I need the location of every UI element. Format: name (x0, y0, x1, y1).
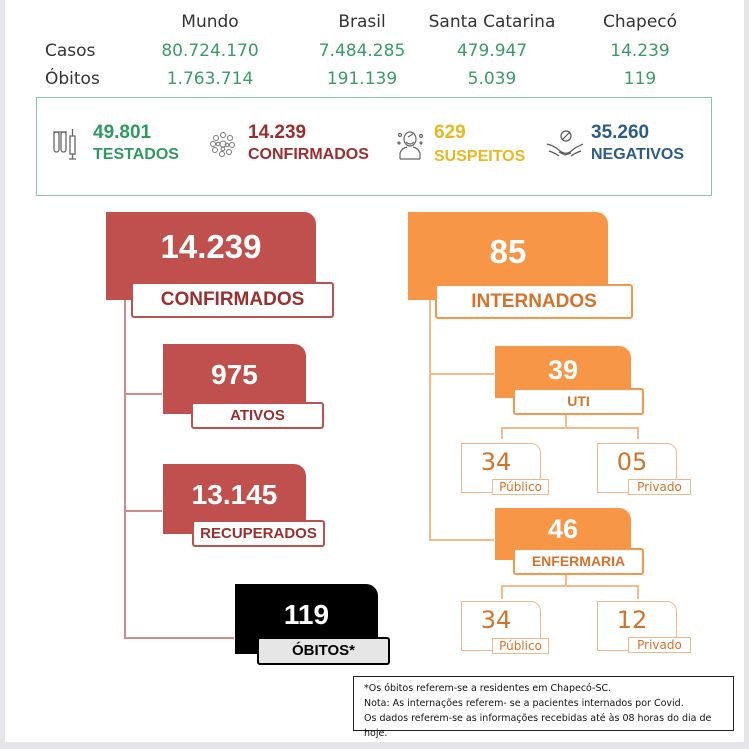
test-tubes-syringe-icon (53, 129, 76, 160)
enfermaria-label: ENFERMARIA (513, 548, 644, 575)
obitos-label: ÓBITOS* (257, 637, 390, 665)
internados-total-label: INTERNADOS (435, 284, 633, 319)
summary-box: 49.801 TESTADOS 14.239 CONFIRMADOS (36, 97, 712, 196)
casos-mundo: 80.724.170 (161, 41, 259, 61)
suspeitos-value: 629 (434, 122, 466, 143)
connector-obitos (124, 637, 234, 639)
summary-testados: 49.801 TESTADOS (93, 122, 179, 166)
summary-suspeitos: 629 SUSPEITOS (434, 122, 525, 168)
ativos-value: 975 (211, 359, 258, 390)
sick-person-icon (397, 131, 424, 160)
obitos-mundo: 1.763.714 (166, 69, 254, 89)
uti-split-bar (501, 427, 638, 429)
confirmados-value: 14.239 (248, 122, 307, 143)
col-header-santa-catarina: Santa Catarina (428, 12, 556, 32)
uti-privado-stem (637, 427, 639, 439)
confirmados-label: CONFIRMADOS (248, 146, 369, 163)
obitos-chapeco: 119 (623, 69, 657, 89)
obitos-brasil: 191.139 (326, 69, 398, 89)
ativos-label: ATIVOS (191, 402, 324, 429)
footnote-obitos: *Os óbitos referem-se a residentes em Ch… (364, 683, 612, 694)
enfermaria-split-stem (565, 575, 567, 585)
enfermaria-privado-value: 12 (616, 606, 648, 634)
confirmados-tree-trunk (124, 298, 126, 638)
uti-privado-label: Privado (628, 479, 691, 495)
casos-santa-catarina: 479.947 (456, 41, 528, 61)
summary-confirmados: 14.239 CONFIRMADOS (248, 122, 369, 166)
casos-chapeco: 14.239 (610, 41, 670, 61)
uti-publico-value: 34 (480, 448, 512, 476)
enfermaria-privado-label: Privado (628, 637, 691, 653)
suspeitos-label: SUSPEITOS (434, 148, 526, 165)
uti-publico-label: Público (492, 479, 549, 495)
footnote-internacoes: Nota: As internações referem- se a pacie… (364, 698, 684, 709)
connector-uti (429, 373, 494, 375)
casos-brasil: 7.484.285 (318, 41, 406, 61)
bulletin-card: Mundo Brasil Santa Catarina Chapecó Caso… (5, 0, 744, 742)
connector-enfermaria (429, 539, 494, 541)
obitos-santa-catarina: 5.039 (467, 69, 517, 89)
uti-split-stem (565, 415, 567, 427)
col-header-brasil: Brasil (338, 12, 386, 32)
col-header-chapeco: Chapecó (602, 12, 678, 32)
uti-label: UTI (513, 388, 644, 415)
internados-tree-trunk (429, 300, 431, 540)
enfermaria-publico-value: 34 (480, 606, 512, 634)
footnote-box: *Os óbitos referem-se a residentes em Ch… (353, 676, 734, 739)
confirmados-total-label: CONFIRMADOS (131, 282, 334, 318)
enfermaria-split-bar (501, 585, 638, 587)
obitos-value: 119 (283, 599, 330, 630)
enfermaria-privado-stem (637, 585, 639, 599)
negativos-label: NEGATIVOS (591, 146, 685, 163)
connector-ativos (124, 393, 162, 395)
recuperados-value: 13.145 (191, 479, 278, 510)
testados-label: TESTADOS (93, 146, 179, 163)
enfermaria-publico-label: Público (492, 638, 549, 654)
handshake-no-virus-icon (546, 130, 584, 157)
uti-value: 39 (547, 355, 579, 385)
row-label-obitos: Óbitos (45, 69, 100, 89)
footnote-horario: Os dados referem-se as informações receb… (364, 713, 712, 739)
negativos-value: 35.260 (591, 122, 650, 143)
uti-publico-stem (501, 427, 503, 439)
enfermaria-value: 46 (547, 514, 579, 544)
summary-negativos: 35.260 NEGATIVOS (591, 122, 684, 166)
col-header-mundo: Mundo (181, 12, 239, 32)
confirmados-total-value: 14.239 (160, 228, 262, 265)
testados-value: 49.801 (93, 122, 152, 143)
virus-icon (210, 132, 235, 157)
internados-total-value: 85 (489, 233, 527, 270)
connector-recuperados (124, 510, 162, 512)
enfermaria-publico-stem (501, 585, 503, 599)
recuperados-label: RECUPERADOS (192, 520, 325, 547)
row-label-casos: Casos (45, 41, 96, 61)
uti-privado-value: 05 (616, 448, 648, 476)
